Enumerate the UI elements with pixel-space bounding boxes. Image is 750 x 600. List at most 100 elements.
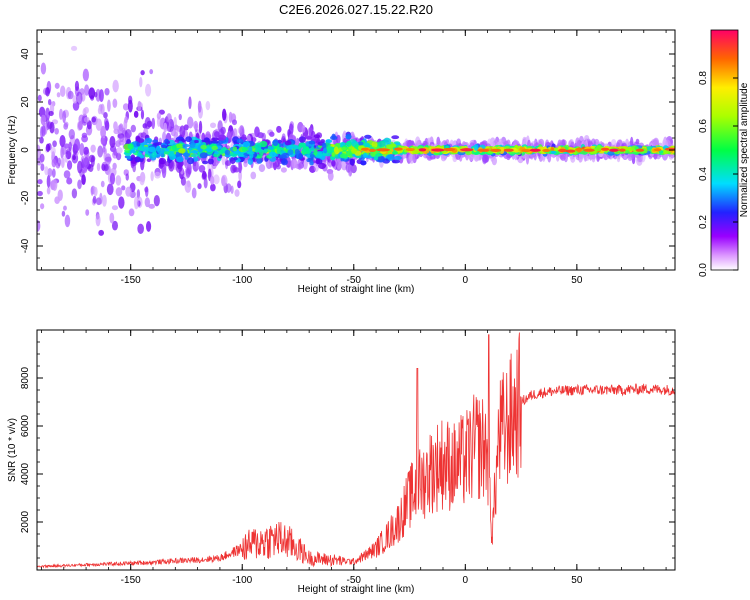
spectrogram-point (205, 100, 211, 111)
spectrogram-band-point (387, 154, 395, 161)
spectrogram-band-point (233, 150, 241, 155)
spectrogram-point (56, 92, 61, 98)
spectrogram-point (74, 138, 81, 152)
spectrogram-point (427, 137, 431, 144)
spectrogram-point (97, 145, 104, 158)
spectrogram-band-point (330, 135, 338, 141)
spectrogram-band-point (148, 146, 156, 153)
spectrogram-point (115, 152, 122, 161)
spectrogram-x-tick-label: 50 (571, 275, 583, 286)
spectrogram-point (559, 154, 565, 160)
spectrogram-band-point (134, 156, 141, 163)
spectrogram-point (221, 153, 226, 166)
spectrogram-band-point (318, 162, 327, 170)
spectrogram-peak-point (619, 148, 626, 152)
spectrogram-peak-point (418, 148, 427, 152)
spectrogram-point (104, 87, 110, 96)
spectrogram-point (98, 229, 105, 236)
spectrogram-band-point (178, 148, 186, 154)
spectrogram-point (125, 186, 132, 197)
spectrogram-band-point (193, 150, 199, 154)
spectrogram-band-point (246, 151, 255, 155)
spectrogram-point (100, 103, 105, 115)
spectrogram-point (66, 177, 73, 185)
spectrogram-band-point (306, 158, 311, 163)
spectrogram-peak-point (521, 148, 531, 153)
spectrogram-point (213, 174, 220, 185)
spectrogram-band-point (304, 146, 310, 152)
spectrogram-point (214, 131, 220, 138)
spectrogram-band-point (345, 133, 352, 140)
spectrogram-point (84, 84, 90, 96)
spectrogram-point (136, 189, 141, 199)
spectrogram-band-point (276, 147, 282, 155)
spectrogram-point (125, 173, 129, 181)
spectrogram-band-point (146, 158, 152, 163)
spectrogram-peak-point (565, 149, 576, 153)
spectrogram-point (104, 117, 109, 128)
spectrogram-point (66, 160, 73, 170)
snr-x-tick-label: 0 (463, 575, 469, 586)
spectrogram-point (336, 134, 341, 144)
spectrogram-peak-point (503, 148, 514, 152)
spectrogram-band-point (373, 155, 379, 161)
snr-y-ticks: 2000 4000 6000 8000 (20, 329, 675, 571)
spectrogram-band-point (152, 139, 159, 143)
spectrogram-point (54, 196, 60, 205)
spectrogram-point (140, 70, 145, 76)
spectrogram-x-tick-label: -50 (347, 275, 362, 286)
spectrogram-peak-point (600, 147, 610, 151)
spectrogram-point (99, 192, 103, 205)
spectrogram-point (86, 120, 92, 130)
spectrogram-point (193, 120, 199, 130)
spectrogram-point (62, 110, 67, 124)
spectrogram-point (144, 117, 151, 130)
spectrogram-band-point (340, 157, 345, 162)
spectrogram-band-point (378, 140, 386, 148)
spectrogram-point (68, 128, 75, 140)
spectrogram-point (491, 156, 497, 166)
spectrogram-band-point (171, 144, 177, 152)
spectrogram-y-tick-label: -20 (20, 190, 31, 205)
spectrogram-band-point (182, 144, 190, 148)
spectrogram-x-ticks: -150 -100 -50 0 50 (41, 30, 667, 286)
spectrogram-point (40, 114, 46, 126)
spectrogram-band-point (550, 150, 557, 154)
spectrogram-point (201, 170, 207, 180)
spectrogram-point (156, 112, 161, 120)
spectrogram-band-point (377, 155, 386, 163)
spectrogram-point (250, 171, 257, 180)
spectrogram-band-point (607, 151, 615, 156)
spectrogram-point (90, 186, 94, 196)
spectrogram-point (79, 143, 85, 156)
snr-series-line (37, 332, 675, 569)
spectrogram-point (88, 87, 96, 99)
spectrogram-band-point (305, 136, 313, 140)
spectrogram-band-point (210, 140, 219, 144)
spectrogram-point (44, 166, 49, 176)
spectrogram-band-point (308, 140, 316, 145)
spectrogram-band-point (320, 139, 325, 143)
spectrogram-point (144, 186, 149, 193)
spectrogram-point (102, 194, 107, 207)
spectrogram-band-point (624, 150, 630, 154)
spectrogram-band-point (391, 159, 401, 164)
spectrogram-band-point (202, 160, 209, 165)
spectrogram-y-ticks: -40 -20 0 20 40 (20, 29, 675, 271)
spectrogram-band-point (341, 146, 347, 151)
spectrogram-point (102, 147, 106, 153)
spectrogram-point (232, 165, 238, 173)
spectrogram-band-point (136, 141, 141, 147)
spectrogram-point (234, 189, 240, 197)
spectrogram-point (67, 90, 74, 100)
spectrogram-band-point (256, 158, 263, 164)
colorbar-ticks: 0.0 0.2 0.4 0.6 0.8 (698, 71, 738, 277)
spectrogram-point (68, 141, 72, 152)
spectrogram-point (301, 124, 306, 133)
spectrogram-point (408, 151, 415, 164)
spectrogram-point (145, 220, 152, 232)
spectrogram-band-point (363, 153, 368, 158)
spectrogram-point (100, 125, 107, 139)
spectrogram-band-point (186, 157, 195, 165)
spectrogram-band-point (242, 141, 251, 148)
